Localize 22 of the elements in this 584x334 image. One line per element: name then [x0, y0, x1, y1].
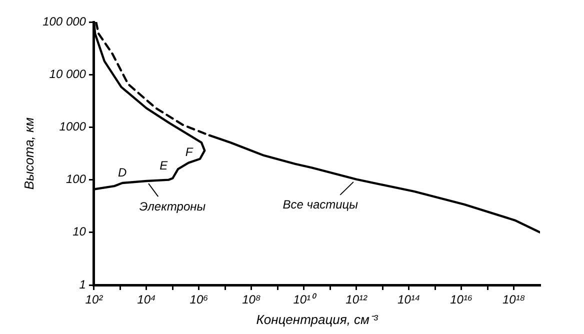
annotation: Все частицы	[282, 198, 358, 212]
y-tick-label: 10	[72, 224, 86, 239]
x-axis-title: Концентрация, см⁻³	[256, 312, 378, 327]
x-tick-label: 10⁶	[190, 292, 208, 307]
y-tick-label: 1	[79, 277, 86, 292]
annotation: D	[118, 165, 127, 180]
y-tick-label: 10 000	[49, 66, 86, 81]
x-tick-label: 10¹⁶	[450, 292, 472, 307]
annotation: F	[185, 145, 194, 160]
y-axis-title: Высота, км	[21, 117, 36, 190]
x-tick-label: 10¹⁸	[502, 292, 526, 307]
annotation: E	[160, 158, 169, 173]
x-tick-label: 10²	[85, 292, 104, 307]
x-tick-label: 10⁸	[242, 292, 261, 307]
annotation: Электроны	[139, 199, 206, 214]
x-tick-label: 10¹⁰	[293, 292, 318, 307]
x-tick-label: 10¹²	[346, 292, 368, 307]
y-tick-label: 100	[66, 172, 86, 186]
x-tick-label: 10⁴	[137, 292, 156, 307]
y-tick-label: 100 000	[42, 14, 86, 28]
x-tick-label: 10¹⁴	[398, 292, 420, 307]
y-tick-label: 1000	[59, 120, 86, 134]
